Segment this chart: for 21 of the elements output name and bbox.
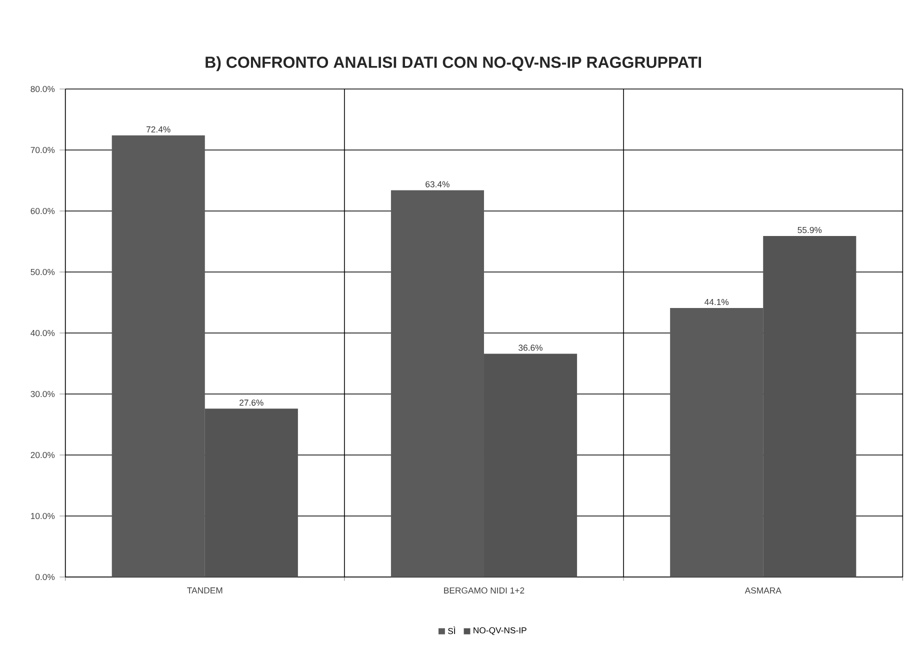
legend-label: NO-QV-NS-IP xyxy=(474,627,526,635)
y-tick-label: 70.0% xyxy=(30,146,55,154)
chart-title: B) CONFRONTO ANALISI DATI CON NO-QV-NS-IP RAGGRUPPATI xyxy=(206,56,702,72)
data-label: 72.4% xyxy=(146,126,170,132)
x-tick-label: BERGAMO NIDI 1+2 xyxy=(444,587,524,594)
y-tick-label: 30.0% xyxy=(30,390,55,398)
y-tick-label: 80.0% xyxy=(30,86,55,92)
y-tick-label: 40.0% xyxy=(30,330,55,336)
data-label: 27.6% xyxy=(240,400,264,406)
y-tick-label: 0.0% xyxy=(36,574,55,580)
y-tick-label: 10.0% xyxy=(31,512,55,520)
y-tick-label: 60.0% xyxy=(30,208,55,214)
data-label: 63.4% xyxy=(426,181,450,188)
x-tick-label: TANDEM xyxy=(187,587,222,594)
data-label: 44.1% xyxy=(704,299,729,306)
x-tick-label: ASMARA xyxy=(744,587,782,594)
data-label: 36.6% xyxy=(518,344,542,351)
legend-label: SÌ xyxy=(448,626,456,634)
y-tick-label: 20.0% xyxy=(30,452,55,458)
data-label: 55.9% xyxy=(798,226,822,234)
y-tick-label: 50.0% xyxy=(30,268,55,276)
